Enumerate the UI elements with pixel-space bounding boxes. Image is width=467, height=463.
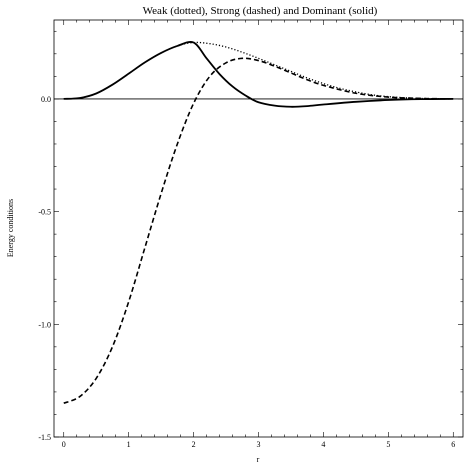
axis-tick-labels: 0 1 2 3 4 5 6 0.0 -0.5 -1.0 -1.5 <box>38 95 455 449</box>
y-axis-label: Energy conditions <box>6 199 15 257</box>
series-line-dotted <box>63 41 454 100</box>
axis-ticks <box>54 20 463 438</box>
x-axis-label: r <box>257 455 260 463</box>
y-tick-label: -0.5 <box>38 208 51 217</box>
chart-title: Weak (dotted), Strong (dashed) and Domin… <box>143 5 378 17</box>
x-tick-label: 0 <box>62 440 66 449</box>
y-tick-label: -1.0 <box>38 320 51 329</box>
x-tick-label: 1 <box>127 440 131 449</box>
x-tick-label: 4 <box>321 440 325 449</box>
x-tick-label: 6 <box>451 440 455 449</box>
series-line-solid <box>63 41 454 108</box>
y-tick-label: 0.0 <box>41 95 51 104</box>
x-tick-label: 5 <box>386 440 390 449</box>
series-line-dashed <box>63 57 454 404</box>
series-group <box>63 41 454 404</box>
x-tick-label: 2 <box>192 440 196 449</box>
x-tick-label: 3 <box>257 440 261 449</box>
y-tick-label: -1.5 <box>38 433 51 442</box>
